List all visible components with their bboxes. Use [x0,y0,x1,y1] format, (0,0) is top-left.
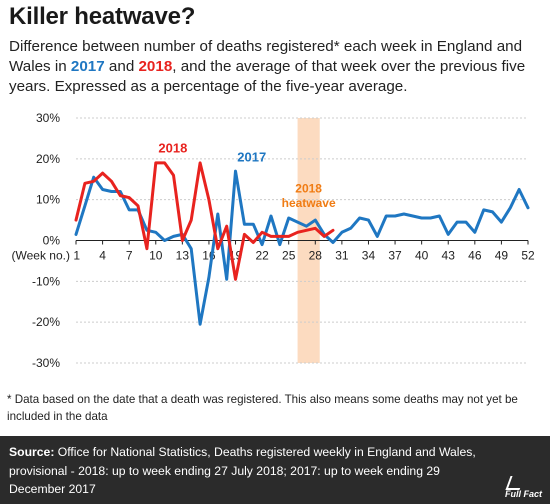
full-fact-logo: Full Fact [504,489,542,499]
y-tick-label: -30% [32,356,60,370]
subtitle-text-2: , and the average of that week over the … [9,58,526,95]
chart-title: Killer heatwave? [9,3,196,30]
x-tick-label: 7 [126,249,133,263]
x-tick-label: 28 [309,249,323,263]
y-tick-label: 20% [36,152,60,166]
label-2017: 2017 [237,150,266,165]
x-tick-label: 40 [415,249,429,263]
y-tick-label: 0% [43,234,61,248]
series-line-2018 [74,161,335,281]
series-line-2017 [74,169,530,326]
x-tick-label: 25 [282,249,296,263]
chart-subtitle: Difference between number of deaths regi… [9,37,541,97]
y-tick-label: 10% [36,193,60,207]
x-tick-label: 10 [149,249,163,263]
subtitle-year-2018: 2018 [138,58,173,75]
y-tick-label: -10% [32,274,60,288]
x-tick-label: 22 [255,249,269,263]
x-tick-label: (Week no.) 1 [12,249,81,263]
x-tick-label: 13 [176,249,190,263]
subtitle-year-2017: 2017 [70,58,105,75]
label-2018: 2018 [158,141,187,156]
line-chart: 30% 20% 10% 0% -10% -20% -30% (Week no.) 1 4 7 10 1… [12,111,535,370]
x-tick-label: 46 [468,249,482,263]
source-text: Office for National Statistics, Deaths r… [9,445,476,496]
source-note: Source: Office for National Statistics, … [9,443,499,499]
heatwave-label-line-1: 2018 [295,181,322,195]
y-tick-label: -20% [32,315,60,329]
x-tick-label: 34 [362,249,376,263]
x-tick-label: 49 [495,249,509,263]
x-tick-label: 37 [388,249,402,263]
x-tick-label: 43 [442,249,456,263]
source-footer: Source: Office for National Statistics, … [0,436,550,504]
subtitle-text-1: Difference between number of deaths regi… [9,38,523,75]
x-tick-label: 31 [335,249,349,263]
heatwave-label-line-2: heatwave [282,196,336,210]
x-tick-label: 52 [521,249,535,263]
full-fact-logo-icon [505,476,525,490]
x-tick-label: 4 [99,249,106,263]
footnote: * Data based on the date that a death wa… [7,393,518,423]
y-tick-label: 30% [36,111,60,125]
subtitle-and: and [104,58,139,75]
source-label: Source: [9,445,55,459]
